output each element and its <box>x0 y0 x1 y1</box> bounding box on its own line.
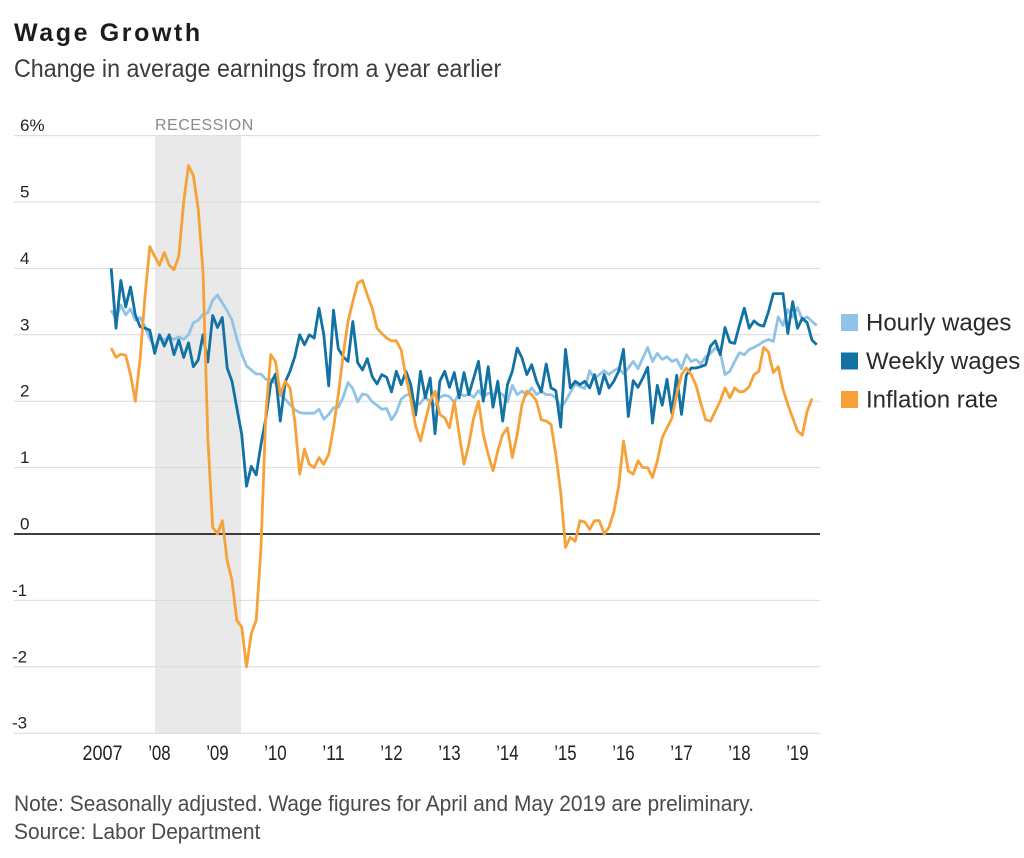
svg-text:-2: -2 <box>12 647 27 666</box>
svg-text:’08: ’08 <box>148 742 171 765</box>
svg-text:Hourly wages: Hourly wages <box>866 310 1011 337</box>
svg-text:’18: ’18 <box>728 742 751 765</box>
svg-text:RECESSION: RECESSION <box>155 117 254 134</box>
svg-text:1: 1 <box>20 448 29 467</box>
svg-text:6%: 6% <box>20 116 45 135</box>
svg-text:3: 3 <box>20 315 29 334</box>
svg-text:’16: ’16 <box>612 742 635 765</box>
svg-text:’10: ’10 <box>264 742 287 765</box>
svg-text:’09: ’09 <box>206 742 229 765</box>
svg-text:-1: -1 <box>12 581 27 600</box>
svg-text:4: 4 <box>20 249 29 268</box>
svg-text:’19: ’19 <box>786 742 809 765</box>
svg-text:’12: ’12 <box>380 742 403 765</box>
svg-text:2007: 2007 <box>83 742 123 765</box>
svg-text:’13: ’13 <box>438 742 461 765</box>
svg-text:5: 5 <box>20 183 29 202</box>
svg-text:0: 0 <box>20 515 29 534</box>
svg-text:Weekly wages: Weekly wages <box>866 348 1020 375</box>
svg-text:Inflation rate: Inflation rate <box>866 387 998 414</box>
svg-text:’14: ’14 <box>496 742 519 765</box>
svg-text:’17: ’17 <box>670 742 693 765</box>
svg-text:’11: ’11 <box>322 742 345 765</box>
svg-text:2: 2 <box>20 382 29 401</box>
svg-text:-3: -3 <box>12 714 27 733</box>
svg-text:’15: ’15 <box>554 742 577 765</box>
